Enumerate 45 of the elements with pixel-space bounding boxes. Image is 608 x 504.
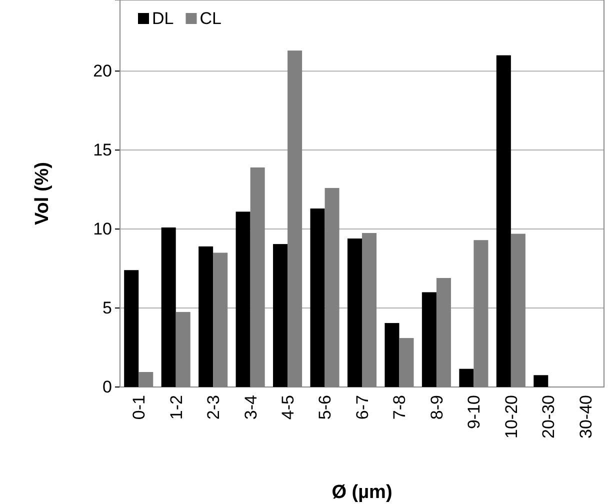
x-tick-label: 10-20 xyxy=(502,395,521,438)
bar xyxy=(347,238,362,387)
bar xyxy=(459,368,474,387)
y-tick-label: 20 xyxy=(93,62,112,81)
x-tick-label: 1-2 xyxy=(166,395,186,420)
x-tick-label: 20-30 xyxy=(539,395,558,438)
bar xyxy=(422,292,436,387)
y-tick-label: 0 xyxy=(102,377,112,396)
bar xyxy=(236,212,250,387)
x-axis-title: Ø (µm) xyxy=(332,482,392,503)
bar xyxy=(213,252,228,387)
y-tick-label: 15 xyxy=(93,140,112,160)
y-tick-label: 5 xyxy=(102,298,112,318)
legend-label: CL xyxy=(200,9,222,28)
x-tick-label: 0-1 xyxy=(130,395,149,420)
bar xyxy=(510,234,526,387)
x-tick-label: 8-9 xyxy=(427,395,446,420)
bar xyxy=(288,50,302,387)
bar xyxy=(474,240,488,387)
x-tick-label: 2-3 xyxy=(204,395,224,420)
y-tick-label: 10 xyxy=(93,219,112,238)
x-tick-label: 3-4 xyxy=(241,395,260,420)
bar xyxy=(436,278,451,387)
x-tick-label: 4-5 xyxy=(278,395,298,420)
bar xyxy=(399,338,414,387)
x-tick-label: 9-10 xyxy=(464,395,484,430)
bar xyxy=(176,312,190,387)
x-tick-label: 7-8 xyxy=(390,395,410,420)
bar xyxy=(124,270,139,387)
bar xyxy=(496,55,511,387)
bar xyxy=(362,232,377,387)
bar xyxy=(250,167,265,387)
bar xyxy=(534,375,548,387)
y-axis-title: Vol (%) xyxy=(32,162,53,225)
bar xyxy=(138,372,154,387)
x-tick-label: 30-40 xyxy=(576,395,596,438)
legend-label: DL xyxy=(152,9,174,28)
bar xyxy=(310,208,325,387)
bar xyxy=(198,246,214,387)
bar xyxy=(324,188,340,387)
bar xyxy=(161,227,176,387)
bar xyxy=(384,323,400,387)
bar xyxy=(273,244,288,387)
x-tick-label: 5-6 xyxy=(316,395,335,420)
x-tick-label: 6-7 xyxy=(352,395,372,420)
